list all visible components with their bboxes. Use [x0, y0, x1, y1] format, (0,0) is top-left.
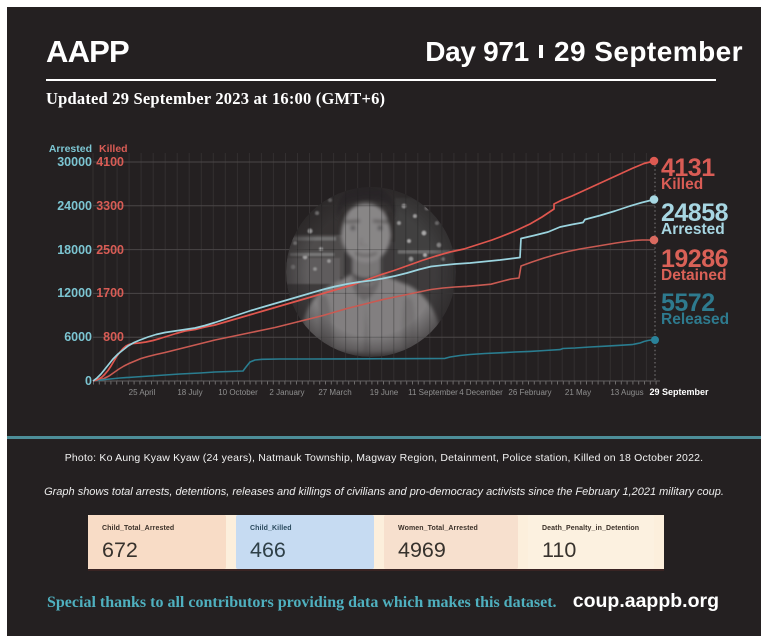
svg-text:21 May: 21 May [565, 388, 591, 397]
svg-text:26 February: 26 February [508, 388, 551, 397]
svg-text:2 January: 2 January [269, 388, 304, 397]
svg-text:6000: 6000 [64, 330, 92, 344]
svg-text:3300: 3300 [96, 199, 124, 213]
svg-text:4 December: 4 December [459, 388, 503, 397]
svg-text:10 October: 10 October [218, 388, 258, 397]
svg-text:29 September: 29 September [649, 387, 709, 397]
svg-text:24000: 24000 [57, 199, 92, 213]
svg-text:11 September: 11 September [408, 388, 458, 397]
svg-text:800: 800 [103, 330, 124, 344]
svg-text:27 March: 27 March [318, 388, 351, 397]
svg-text:13 Augus: 13 Augus [610, 388, 643, 397]
svg-text:2500: 2500 [96, 243, 124, 257]
svg-text:Arrested: Arrested [49, 143, 92, 155]
svg-text:18000: 18000 [57, 243, 92, 257]
svg-text:1700: 1700 [96, 286, 124, 300]
svg-text:Killed: Killed [99, 143, 128, 155]
svg-text:4100: 4100 [96, 155, 124, 169]
svg-text:30000: 30000 [57, 155, 92, 169]
svg-text:25 April: 25 April [129, 388, 156, 397]
svg-text:12000: 12000 [57, 286, 92, 300]
svg-text:0: 0 [85, 374, 92, 388]
svg-text:18 July: 18 July [177, 388, 202, 397]
svg-text:19 June: 19 June [370, 388, 399, 397]
